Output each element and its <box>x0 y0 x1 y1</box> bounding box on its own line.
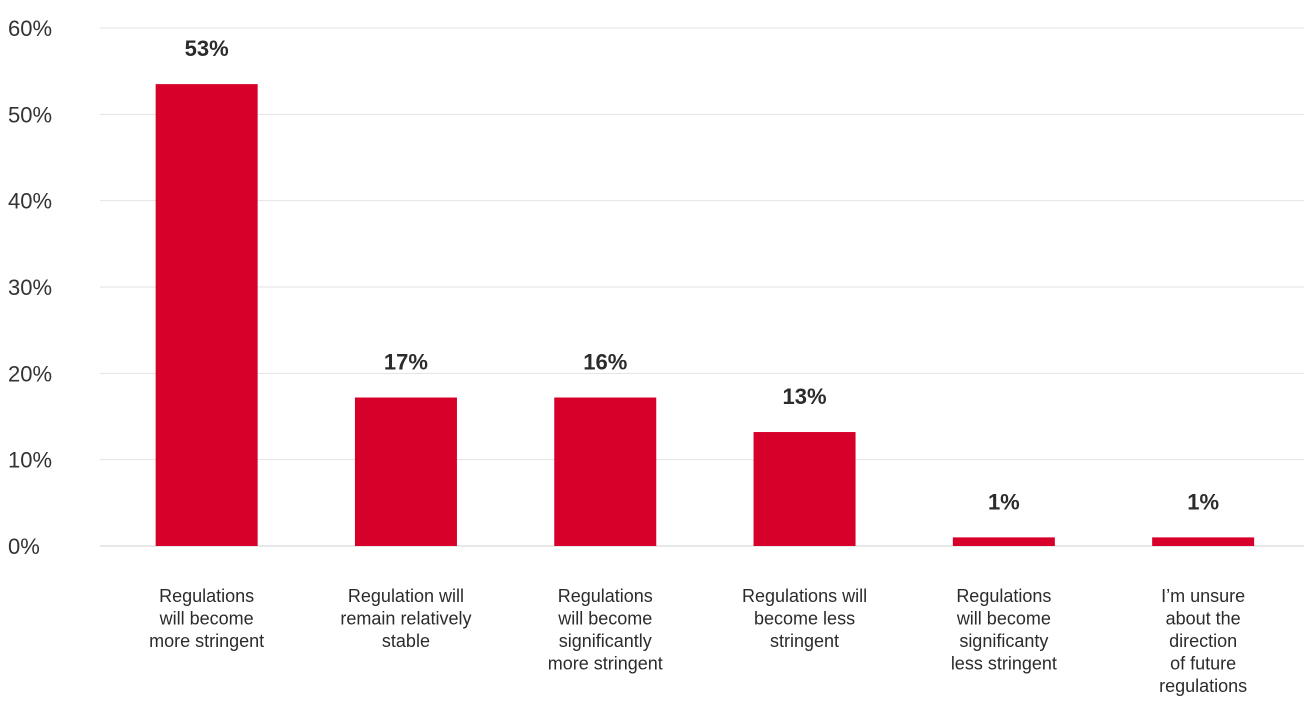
data-label: 16% <box>583 350 627 375</box>
y-tick-label: 30% <box>8 275 52 300</box>
category-label-line: significantly <box>559 631 652 651</box>
bar <box>952 537 1055 546</box>
category-label: Regulations will become more stringent <box>149 586 264 651</box>
data-labels: 53% 17% 16% 13% 1% 1% <box>185 36 1219 514</box>
y-tick-label: 10% <box>8 448 52 473</box>
category-label-line: I’m unsure <box>1161 586 1245 606</box>
category-label-line: will become <box>956 609 1051 629</box>
data-label: 1% <box>988 489 1020 514</box>
category-label-line: will become <box>159 609 254 629</box>
category-label-line: remain relatively <box>340 609 471 629</box>
y-tick-label: 50% <box>8 102 52 127</box>
bars <box>155 84 1255 546</box>
category-label-line: will become <box>557 609 652 629</box>
category-label-line: Regulation will <box>348 586 464 606</box>
category-label-line: more stringent <box>149 631 264 651</box>
category-label: Regulations will become significanty less s… <box>951 586 1057 674</box>
category-label: Regulation will remain relatively stable <box>340 586 471 651</box>
category-label: Regulations will become significantly more … <box>548 586 663 674</box>
y-tick-label: 20% <box>8 361 52 386</box>
category-label-line: of future <box>1170 654 1236 674</box>
gridlines <box>100 27 1304 547</box>
y-axis-tick-labels: 0% 10% 20% 30% 40% 50% 60% <box>8 16 52 559</box>
category-label-line: stringent <box>770 631 839 651</box>
category-label: Regulations will become less stringent <box>742 586 867 651</box>
y-tick-label: 0% <box>8 534 40 559</box>
category-label-line: Regulations <box>558 586 653 606</box>
data-label: 17% <box>384 350 428 375</box>
category-label-line: more stringent <box>548 654 663 674</box>
data-label: 53% <box>185 36 229 61</box>
bar <box>155 84 258 546</box>
bar <box>753 432 856 546</box>
category-label-line: about the <box>1166 609 1241 629</box>
category-label-line: Regulations will <box>742 586 867 606</box>
category-label-line: less stringent <box>951 654 1057 674</box>
category-label-line: significanty <box>959 631 1048 651</box>
category-label-line: regulations <box>1159 676 1247 696</box>
category-label: I’m unsure about the direction of future reg… <box>1159 586 1247 696</box>
data-label: 13% <box>783 384 827 409</box>
category-label-line: direction <box>1169 631 1237 651</box>
bar <box>354 397 457 546</box>
data-label: 1% <box>1187 489 1219 514</box>
category-label-line: Regulations <box>159 586 254 606</box>
y-tick-label: 40% <box>8 189 52 214</box>
category-label-line: Regulations <box>956 586 1051 606</box>
bar <box>554 397 657 546</box>
bar <box>1152 537 1255 546</box>
category-labels: Regulations will become more stringentRegu… <box>149 586 1247 696</box>
category-label-line: stable <box>382 631 430 651</box>
category-label-line: become less <box>754 609 855 629</box>
y-tick-label: 60% <box>8 16 52 41</box>
